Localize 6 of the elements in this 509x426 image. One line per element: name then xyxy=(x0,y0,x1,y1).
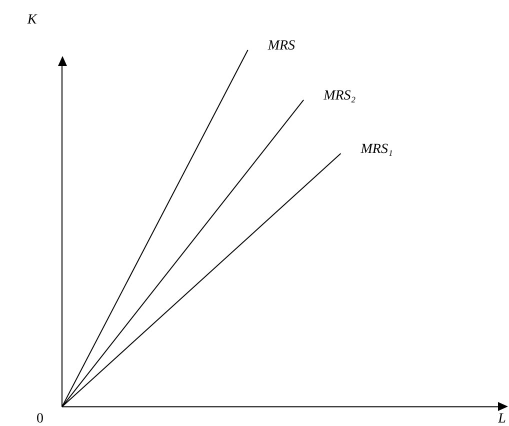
y-axis-title: K xyxy=(26,12,38,28)
series-label: MRS₁ xyxy=(360,142,393,158)
x-axis-title: L xyxy=(497,411,506,426)
series-label: MRS₂ xyxy=(322,88,356,104)
text: 0 xyxy=(36,411,44,426)
series-label: MRS xyxy=(266,38,296,54)
